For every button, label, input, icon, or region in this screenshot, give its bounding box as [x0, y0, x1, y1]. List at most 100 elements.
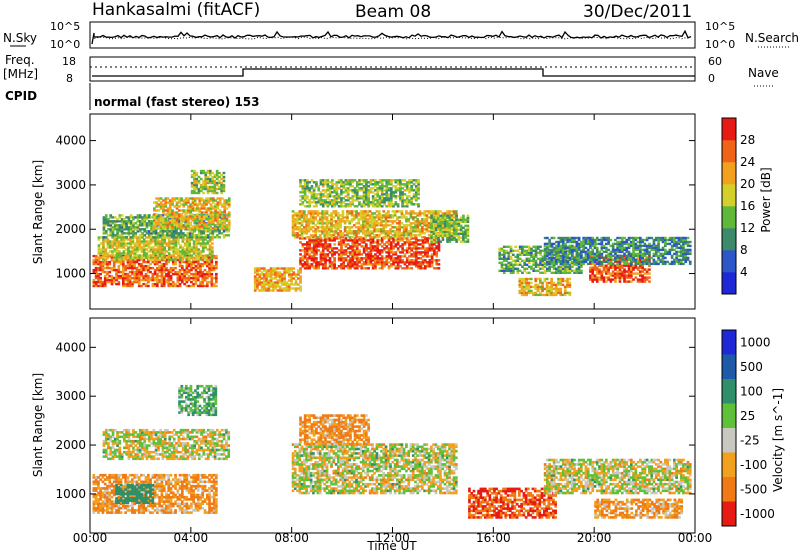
power-cell — [333, 203, 336, 206]
power-cell — [192, 276, 195, 280]
power-cell — [527, 285, 531, 289]
power-cell — [185, 262, 189, 266]
power-cell — [414, 236, 417, 239]
power-cell — [128, 278, 132, 282]
power-cell — [253, 277, 257, 280]
power-cell — [358, 261, 361, 264]
power-cell — [441, 228, 445, 231]
power-cell — [290, 273, 293, 276]
power-cell — [223, 225, 227, 228]
power-cell — [165, 250, 169, 253]
power-cell — [564, 255, 567, 258]
power-cell — [335, 183, 339, 186]
power-cell — [193, 175, 196, 179]
power-cell — [589, 276, 592, 279]
power-cell — [142, 248, 146, 251]
power-cell — [390, 247, 393, 250]
power-cell — [432, 224, 435, 227]
power-cell — [177, 256, 180, 259]
power-cell — [387, 189, 391, 192]
power-cell — [368, 222, 372, 225]
power-cell — [258, 281, 262, 284]
power-cell — [331, 201, 334, 204]
power-cell — [133, 270, 137, 274]
power-cell — [561, 277, 565, 281]
power-cell — [193, 199, 197, 202]
power-cell — [364, 232, 367, 235]
power-cell — [326, 193, 330, 196]
power-cell — [315, 185, 318, 188]
power-cell — [424, 251, 427, 254]
power-cell — [209, 197, 213, 200]
power-cell — [514, 255, 517, 258]
power-cell — [498, 249, 502, 252]
power-cell — [373, 234, 376, 237]
power-cell — [387, 216, 390, 219]
power-cell — [118, 250, 121, 253]
power-cell — [196, 209, 199, 212]
power-cell — [357, 212, 361, 215]
power-cell — [376, 181, 380, 184]
power-cell — [203, 260, 207, 264]
power-cell — [462, 238, 465, 241]
power-cell — [298, 210, 302, 213]
power-cell — [157, 205, 161, 208]
power-cell — [387, 210, 390, 213]
power-cell — [557, 287, 560, 291]
power-cell — [446, 234, 449, 237]
power-cell — [218, 225, 222, 228]
power-cell — [390, 195, 393, 198]
power-cell — [127, 234, 131, 237]
power-cell — [209, 171, 212, 175]
power-cell — [299, 275, 302, 278]
power-cell — [298, 228, 302, 231]
power-cell — [362, 257, 366, 260]
power-cell — [399, 193, 402, 196]
power-cell — [300, 216, 304, 219]
power-cell — [328, 239, 332, 242]
power-cell — [141, 216, 144, 219]
power-cell — [351, 189, 355, 192]
power-cell — [129, 242, 132, 245]
power-cell — [200, 234, 203, 237]
power-cell — [147, 284, 150, 288]
power-cell — [337, 214, 340, 217]
power-cell — [591, 262, 595, 265]
power-cell — [455, 228, 458, 231]
power-cell — [383, 257, 386, 260]
power-cell — [405, 232, 408, 235]
power-cell — [408, 263, 411, 266]
power-cell — [116, 234, 119, 237]
power-cell — [276, 271, 280, 274]
power-cell — [412, 195, 416, 198]
power-cell — [202, 169, 205, 173]
power-cell — [187, 268, 191, 272]
power-cell — [108, 278, 112, 282]
power-cell — [102, 246, 105, 249]
power-cell — [193, 236, 197, 239]
freq-tick-top: 18 — [62, 55, 76, 68]
power-cell — [390, 241, 393, 244]
power-cell — [303, 230, 306, 233]
power-cell — [149, 236, 153, 239]
power-cell — [192, 272, 195, 276]
power-cell — [555, 269, 558, 272]
power-cell — [283, 279, 286, 282]
power-cell — [126, 272, 130, 276]
power-cell — [340, 251, 343, 254]
power-cell — [577, 269, 581, 272]
power-cell — [101, 264, 105, 268]
power-cell — [156, 242, 160, 245]
power-cell — [202, 217, 206, 220]
power-cell — [349, 197, 352, 200]
power-cell — [331, 181, 334, 184]
power-cell — [391, 222, 395, 225]
power-cell — [382, 224, 386, 227]
power-cell — [557, 271, 561, 274]
power-cell — [344, 257, 348, 260]
power-cell — [424, 261, 427, 264]
power-cell — [443, 222, 447, 225]
power-cell — [144, 274, 148, 278]
power-cell — [396, 259, 400, 262]
power-cell — [298, 214, 302, 217]
